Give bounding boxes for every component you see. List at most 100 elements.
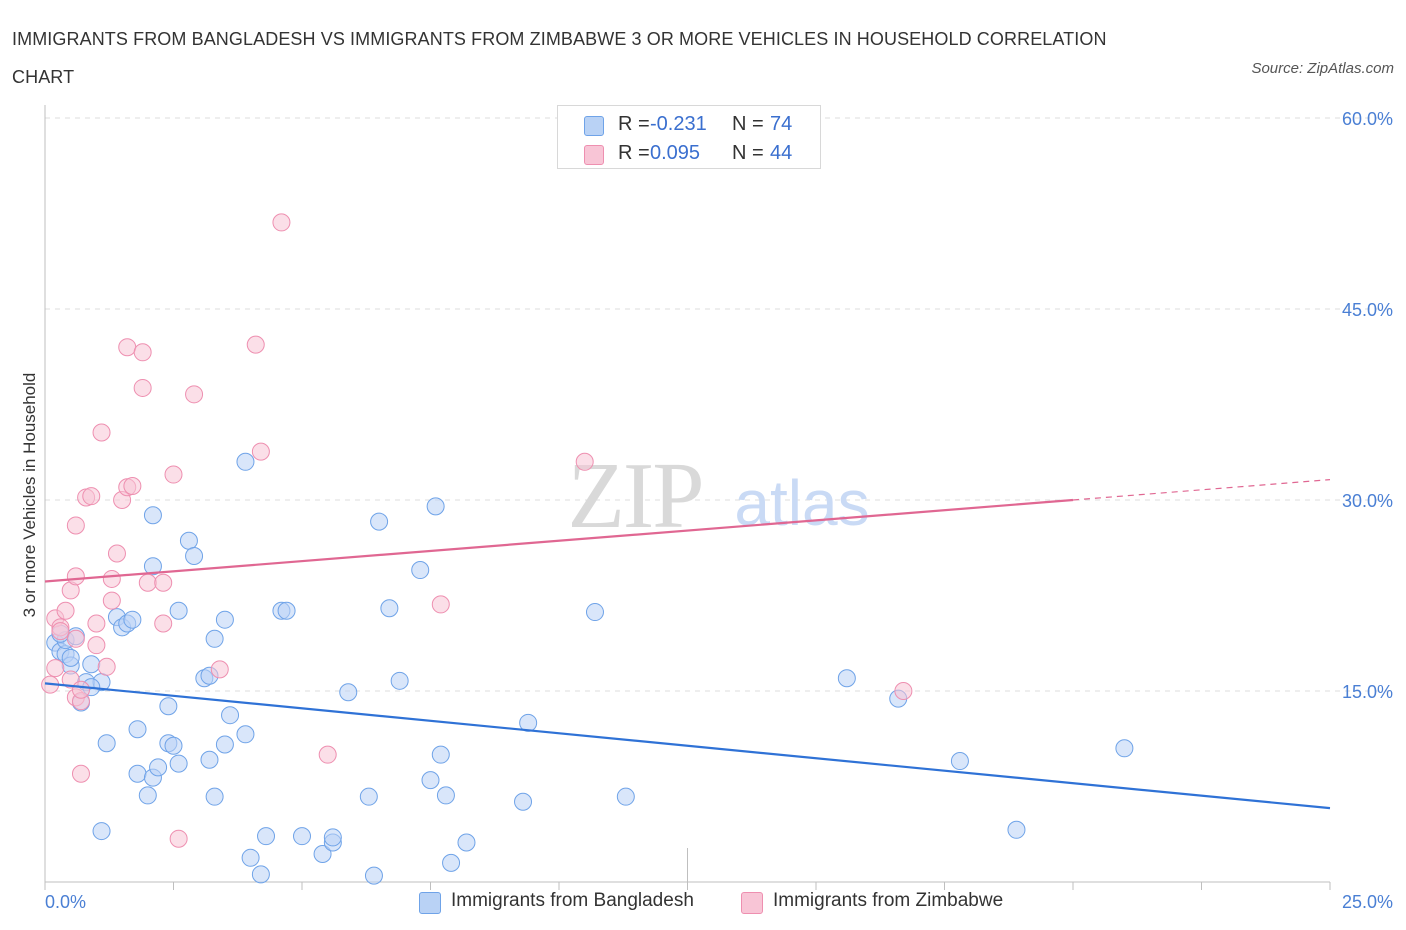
point-bangladesh (205, 787, 224, 806)
trend-line-bangladesh (44, 682, 1331, 810)
point-bangladesh (380, 599, 399, 618)
point-bangladesh (293, 827, 311, 846)
point-zimbabwe (272, 213, 291, 232)
point-zimbabwe (138, 573, 157, 592)
legend-r-value: 0.095 (650, 142, 701, 164)
legend-r-value: -0.231 (650, 113, 707, 135)
point-bangladesh (143, 557, 162, 576)
legend-swatch-pink (741, 892, 763, 914)
point-bangladesh (236, 452, 255, 471)
chart-title: IMMIGRANTS FROM BANGLADESH VS IMMIGRANTS… (12, 29, 1107, 87)
point-zimbabwe (46, 659, 65, 678)
point-bangladesh (339, 683, 358, 702)
gridlines (45, 117, 1392, 692)
point-zimbabwe (169, 829, 188, 848)
point-bangladesh (169, 601, 188, 620)
legend-row-bangladesh: R = -0.231 N = 74 (558, 109, 820, 139)
point-bangladesh (128, 764, 147, 783)
trend-lines (44, 479, 1331, 810)
point-bangladesh (97, 734, 116, 753)
point-bangladesh (514, 792, 533, 811)
point-zimbabwe (133, 378, 152, 397)
point-zimbabwe (51, 622, 70, 641)
x-tick-label: 0.0% (45, 892, 86, 912)
point-bangladesh (215, 610, 234, 629)
point-bangladesh (277, 601, 296, 620)
point-zimbabwe (246, 335, 265, 354)
point-zimbabwe (97, 657, 116, 676)
point-bangladesh (411, 561, 430, 580)
point-zimbabwe (66, 516, 85, 535)
point-bangladesh (128, 720, 147, 739)
y-tick-label: 60.0% (1342, 109, 1393, 129)
point-zimbabwe (71, 680, 90, 699)
point-zimbabwe (575, 452, 594, 471)
tick-labels: 15.0% 30.0% 45.0% 60.0% 0.0% 25.0% (45, 109, 1393, 912)
point-bangladesh (436, 786, 455, 805)
point-zimbabwe (251, 442, 270, 461)
point-bangladesh (123, 610, 142, 629)
point-zimbabwe (107, 544, 126, 563)
point-bangladesh (61, 648, 80, 667)
point-bangladesh (143, 506, 162, 525)
point-bangladesh (457, 833, 476, 852)
point-zimbabwe (210, 660, 229, 679)
watermark: ZIP atlas (568, 444, 870, 548)
point-zimbabwe (154, 573, 173, 592)
correlation-legend: R = -0.231 N = 74 R = 0.095 N = 44 (557, 105, 821, 169)
point-bangladesh (138, 786, 157, 805)
legend-swatch-pink (584, 145, 604, 165)
legend-n-value: 44 (770, 142, 793, 164)
point-bangladesh (236, 725, 255, 744)
source-label: Source: ZipAtlas.com (1251, 60, 1394, 77)
legend-label-bangladesh: Immigrants from Bangladesh (451, 890, 694, 911)
point-zimbabwe (102, 591, 121, 610)
legend-swatch-blue (419, 892, 441, 914)
point-bangladesh (164, 736, 183, 755)
trend-line-zimbabwe (44, 498, 1074, 583)
trend-line-zimbabwe-extension (1072, 479, 1331, 501)
legend-row-zimbabwe: R = 0.095 N = 44 (558, 138, 820, 168)
point-zimbabwe (318, 745, 337, 764)
point-bangladesh (431, 745, 450, 764)
point-zimbabwe (185, 385, 204, 404)
point-bangladesh (616, 787, 635, 806)
point-zimbabwe (87, 636, 106, 655)
point-zimbabwe (133, 343, 152, 362)
point-bangladesh (82, 655, 101, 674)
point-bangladesh (364, 866, 383, 885)
point-bangladesh (421, 771, 440, 790)
point-bangladesh (442, 853, 461, 872)
point-bangladesh (159, 697, 178, 716)
point-zimbabwe (102, 569, 121, 588)
legend-n-value: 74 (770, 113, 793, 135)
point-zimbabwe (71, 764, 90, 783)
point-zimbabwe (82, 487, 101, 506)
point-bangladesh (205, 629, 224, 648)
point-bangladesh (241, 848, 260, 867)
point-bangladesh (359, 787, 378, 806)
point-bangladesh (251, 865, 270, 884)
legend-r-label: R = (618, 142, 650, 164)
y-tick-label: 45.0% (1342, 300, 1393, 320)
point-zimbabwe (894, 682, 913, 700)
point-bangladesh (221, 706, 240, 725)
y-tick-label: 15.0% (1342, 682, 1393, 702)
legend-swatch-blue (584, 116, 604, 136)
x-tick-label: 25.0% (1342, 892, 1393, 912)
point-bangladesh (837, 669, 856, 688)
point-bangladesh (390, 671, 409, 690)
point-zimbabwe (87, 614, 106, 633)
point-bangladesh (370, 512, 389, 531)
point-bangladesh (257, 827, 276, 846)
point-bangladesh (215, 735, 234, 754)
point-zimbabwe (66, 567, 85, 586)
series-legend: Immigrants from Bangladesh Immigrants fr… (0, 888, 1406, 918)
point-zimbabwe (118, 338, 137, 357)
point-bangladesh (1115, 739, 1134, 758)
point-zimbabwe (92, 423, 111, 442)
point-zimbabwe (154, 614, 173, 633)
point-zimbabwe (164, 465, 183, 484)
data-points (41, 213, 1134, 885)
